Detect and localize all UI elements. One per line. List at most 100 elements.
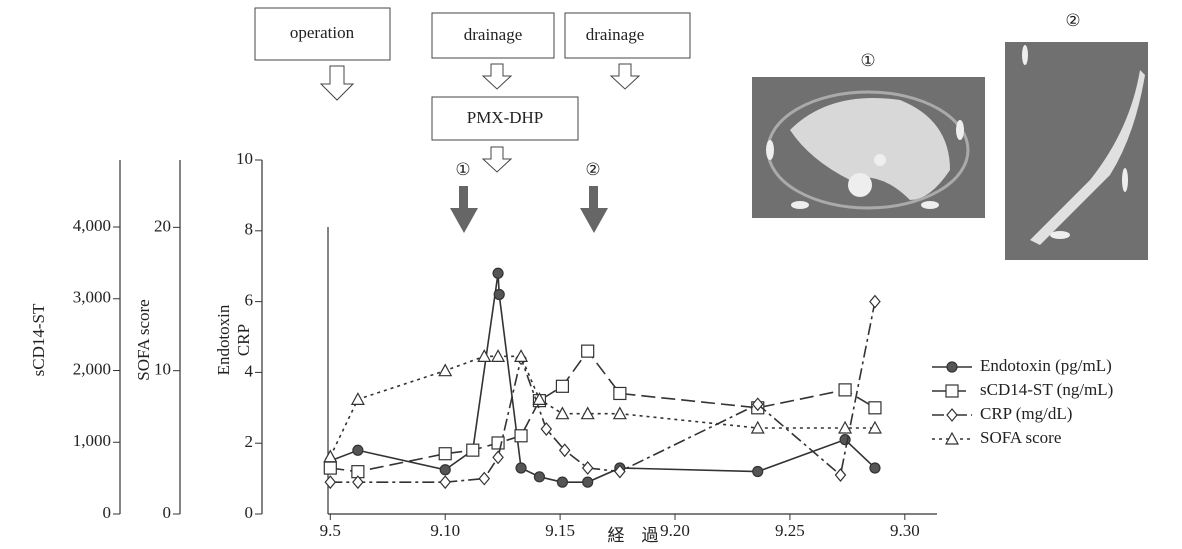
annotation: operation — [290, 23, 355, 42]
x-tick-label: 9.30 — [890, 521, 920, 540]
y2-tick-label: 10 — [154, 360, 171, 379]
arrow — [609, 63, 641, 90]
legend-label: SOFA score — [980, 428, 1061, 447]
y-axis-title: Endotoxin — [214, 304, 233, 375]
marker — [868, 401, 882, 415]
y-tick-label: 8 — [245, 220, 254, 239]
y-tick-label: 2 — [245, 432, 254, 451]
annotation: drainage — [464, 25, 523, 44]
marker — [466, 443, 480, 457]
marker — [532, 392, 547, 405]
x-axis-title: 経 過 — [608, 526, 659, 545]
y3-tick-label: 0 — [103, 503, 112, 522]
marker — [492, 450, 504, 465]
y3-tick-label: 2,000 — [73, 359, 111, 378]
legend-marker — [946, 408, 958, 422]
y3-tick-label: 4,000 — [73, 216, 111, 235]
marker — [515, 462, 527, 474]
arrow — [481, 63, 513, 90]
y-tick-label: 10 — [236, 149, 253, 168]
marker — [581, 461, 594, 475]
annotation: ① — [455, 160, 470, 179]
marker — [438, 447, 452, 461]
marker — [582, 476, 594, 488]
marker — [614, 464, 626, 479]
y2-axis-title: SOFA score — [134, 299, 153, 380]
image-label: ① — [860, 51, 875, 70]
marker — [750, 420, 765, 434]
y-tick-label: 4 — [245, 361, 254, 380]
marker — [514, 429, 528, 443]
marker — [493, 288, 505, 301]
annotation-box — [564, 12, 691, 59]
marker — [613, 386, 627, 401]
marker — [477, 349, 492, 362]
annotation: ② — [585, 160, 600, 179]
arrow — [580, 186, 608, 233]
arrow — [450, 186, 478, 233]
marker — [838, 383, 852, 397]
marker — [555, 406, 570, 420]
marker — [555, 379, 570, 393]
marker — [514, 349, 529, 362]
marker — [867, 420, 882, 434]
annotation: drainage — [586, 25, 645, 44]
marker — [439, 475, 451, 490]
arrow — [481, 146, 513, 173]
y3-axis-title: sCD14-ST — [29, 303, 48, 376]
marker — [323, 461, 337, 475]
marker — [556, 476, 569, 488]
marker — [869, 294, 881, 309]
legend-marker — [944, 431, 960, 445]
ct-image — [1005, 42, 1148, 260]
marker — [438, 363, 453, 377]
y2-tick-label: 20 — [154, 216, 171, 235]
annotation: PMX-DHP — [467, 108, 544, 127]
marker — [580, 406, 595, 420]
annotation-box — [431, 12, 555, 59]
y-tick-label: 0 — [245, 503, 254, 522]
marker — [752, 465, 764, 478]
legend-marker — [946, 361, 958, 373]
marker — [439, 464, 451, 476]
legend-label: sCD14-ST (ng/mL) — [980, 380, 1113, 399]
marker — [834, 468, 847, 482]
y3-tick-label: 1,000 — [73, 431, 111, 450]
marker — [491, 349, 506, 362]
x-tick-label: 9.15 — [545, 521, 575, 540]
legend-marker — [945, 384, 959, 398]
marker — [323, 449, 338, 463]
marker — [324, 475, 337, 490]
marker — [558, 443, 571, 458]
marker — [751, 397, 764, 412]
marker — [612, 406, 627, 420]
marker — [869, 462, 881, 474]
annotation-box — [254, 7, 391, 61]
marker — [533, 471, 546, 483]
image-label: ② — [1065, 11, 1080, 30]
marker — [352, 444, 364, 456]
y2-tick-label: 0 — [163, 503, 172, 522]
legend-label: CRP (mg/dL) — [980, 404, 1072, 423]
marker — [352, 475, 364, 490]
x-tick-label: 9.5 — [320, 521, 341, 540]
series-line — [330, 349, 876, 473]
marker — [492, 267, 504, 279]
arrow — [319, 65, 355, 101]
x-tick-label: 9.20 — [660, 521, 690, 540]
legend-label: Endotoxin (pg/mL) — [980, 356, 1112, 375]
marker — [540, 422, 553, 436]
marker — [581, 344, 595, 358]
y3-tick-label: 3,000 — [73, 288, 111, 307]
series-line — [330, 273, 876, 483]
y-tick-label: 6 — [245, 291, 254, 310]
x-tick-label: 9.10 — [430, 521, 460, 540]
ct-image — [752, 77, 985, 218]
marker — [478, 471, 491, 486]
x-tick-label: 9.25 — [775, 521, 805, 540]
marker — [350, 392, 365, 405]
marker — [838, 420, 853, 434]
annotation-box — [431, 96, 579, 141]
y-axis-title: CRP — [234, 324, 253, 356]
